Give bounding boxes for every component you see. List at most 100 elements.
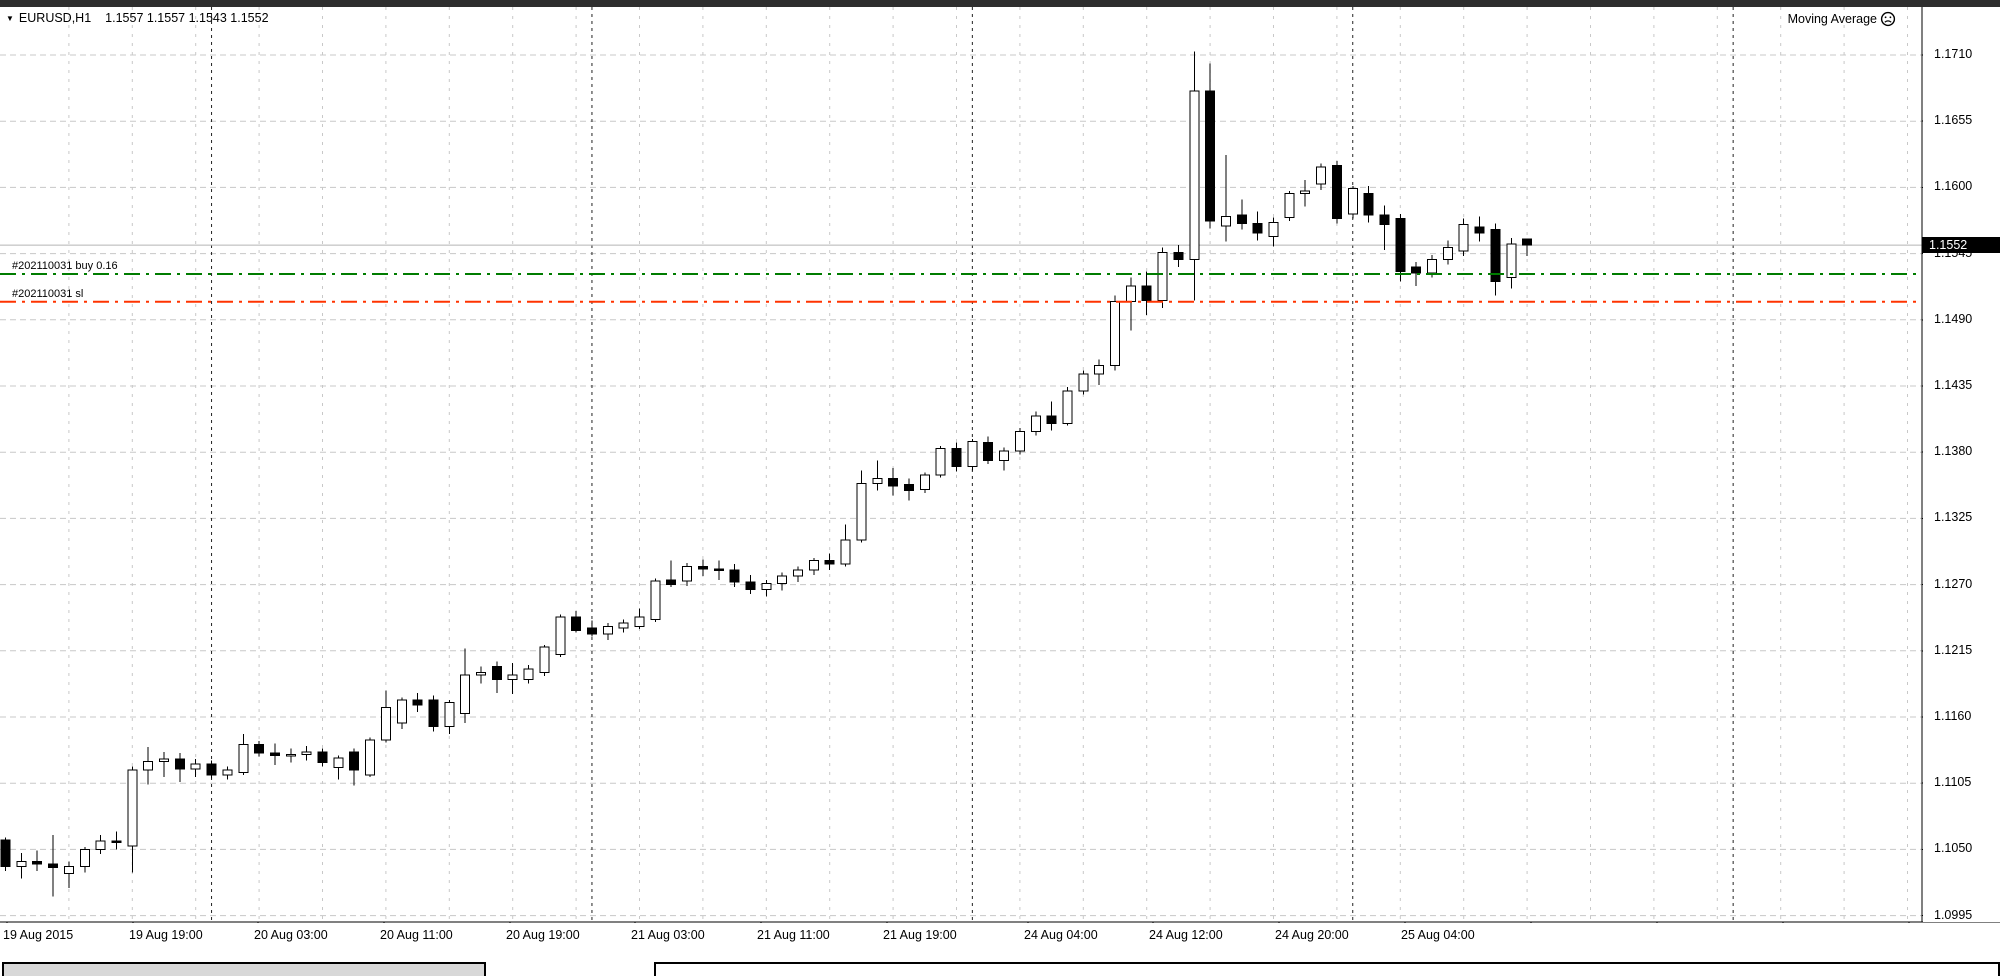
bear-candle [206, 763, 217, 776]
bear-candle [951, 448, 962, 468]
price-tick-label: 1.1710 [1934, 47, 1973, 61]
bottom-window-edge-1[interactable] [2, 962, 486, 976]
bull-candle [856, 482, 867, 541]
bear-candle [1141, 285, 1152, 302]
bull-candle [1094, 365, 1105, 375]
bull-candle [460, 674, 471, 714]
bear-candle [713, 568, 724, 571]
bear-candle [1379, 214, 1390, 226]
time-tick-label: 21 Aug 11:00 [757, 928, 830, 942]
bear-candle [1490, 229, 1501, 282]
bull-candle [143, 761, 154, 771]
bear-candle [1522, 238, 1533, 246]
bull-candle [1316, 166, 1327, 185]
current-price-value: 1.1552 [1929, 238, 1968, 253]
bull-candle [1062, 390, 1073, 424]
bull-candle [523, 668, 534, 681]
bull-candle [761, 582, 772, 590]
candles [0, 51, 1533, 897]
price-tick-label: 1.1105 [1934, 775, 1972, 790]
time-tick-label: 19 Aug 2015 [3, 928, 74, 942]
bull-candle [222, 769, 233, 776]
bull-candle [1442, 247, 1453, 261]
bear-candle [824, 560, 835, 565]
price-tick-label: 1.1380 [1934, 444, 1973, 459]
bull-candle [476, 671, 486, 676]
bear-candle [349, 751, 360, 771]
time-tick-label: 19 Aug 19:00 [129, 928, 203, 942]
time-tick-label: 24 Aug 20:00 [1275, 928, 1349, 942]
bear-candle [1331, 165, 1342, 220]
bull-candle [1427, 259, 1437, 274]
bear-candle [888, 478, 899, 487]
bull-candle [1347, 188, 1358, 215]
bear-candle [1395, 218, 1406, 273]
time-tick-label: 21 Aug 03:00 [631, 928, 705, 942]
bull-candle [79, 848, 90, 867]
bull-candle [999, 450, 1010, 462]
price-tick-label: 1.0995 [1934, 907, 1973, 922]
bottom-window-edge-2[interactable] [654, 962, 2000, 976]
bull-candle [63, 865, 74, 874]
price-tick-label: 1.1270 [1934, 576, 1973, 591]
bear-candle [1252, 223, 1263, 234]
price-tick-label: 1.1435 [1934, 378, 1973, 392]
bull-candle [618, 622, 629, 629]
bull-candle [301, 751, 312, 755]
symbol-dropdown-icon[interactable]: ▼ [6, 14, 14, 23]
bear-candle [32, 860, 43, 865]
bull-candle [808, 560, 819, 571]
bull-candle [650, 580, 661, 621]
bull-candle [380, 706, 391, 741]
bull-candle [396, 699, 407, 724]
bull-candle [444, 702, 455, 728]
bull-candle [1458, 224, 1469, 252]
bear-candle [111, 840, 122, 843]
price-tick-label: 1.1050 [1934, 841, 1973, 856]
time-tick-label: 21 Aug 19:00 [883, 928, 957, 942]
ea-label[interactable]: Moving Average [1788, 11, 1896, 27]
bear-candle [745, 581, 756, 590]
bear-candle [571, 616, 582, 631]
time-tick-label: 20 Aug 19:00 [506, 928, 580, 942]
bull-candle [238, 744, 249, 773]
bull-candle [285, 753, 296, 757]
bull-candle [95, 840, 106, 850]
bull-candle [333, 757, 344, 769]
bull-candle [682, 566, 693, 582]
buy-line-label: #202110031 buy 0.16 [12, 260, 118, 273]
bull-candle [1014, 431, 1025, 452]
chart-title: ▼ EURUSD,H1 1.1557 1.1557 1.1543 1.1552 [6, 11, 269, 25]
bull-candle [1284, 192, 1295, 218]
bull-candle [872, 478, 883, 484]
time-tick-label: 24 Aug 12:00 [1149, 928, 1223, 942]
sad-smiley-icon[interactable] [1880, 11, 1896, 27]
bull-candle [16, 860, 27, 867]
bear-candle [1046, 415, 1057, 424]
bear-candle [317, 751, 328, 764]
bear-candle [586, 627, 597, 635]
bull-candle [1506, 243, 1517, 279]
bull-candle [1110, 301, 1120, 367]
bull-candle [159, 758, 169, 763]
bull-candle [840, 539, 851, 565]
bull-candle [127, 769, 138, 847]
bull-candle [1125, 285, 1136, 303]
bull-candle [539, 646, 550, 673]
bear-candle [174, 758, 185, 770]
bull-candle [919, 474, 930, 491]
price-tick-label: 1.1600 [1934, 179, 1973, 194]
symbol-period-label: EURUSD,H1 [18, 11, 92, 25]
price-tick-label: 1.1490 [1934, 311, 1973, 326]
bull-candle [634, 616, 645, 628]
bear-candle [903, 484, 914, 492]
price-axis[interactable]: 1.17101.16551.16001.15451.14901.14351.13… [1923, 7, 2000, 922]
ohlc-values-label: 1.1557 1.1557 1.1543 1.1552 [105, 11, 269, 25]
price-tick-label: 1.1215 [1934, 642, 1973, 657]
window-top-edge [0, 0, 2000, 7]
price-tick-label: 1.1655 [1934, 113, 1973, 128]
time-tick-label: 24 Aug 04:00 [1024, 928, 1098, 942]
time-axis[interactable]: 19 Aug 2015 19 Aug 19:00 20 Aug 03:00 20 Au… [0, 923, 2000, 947]
